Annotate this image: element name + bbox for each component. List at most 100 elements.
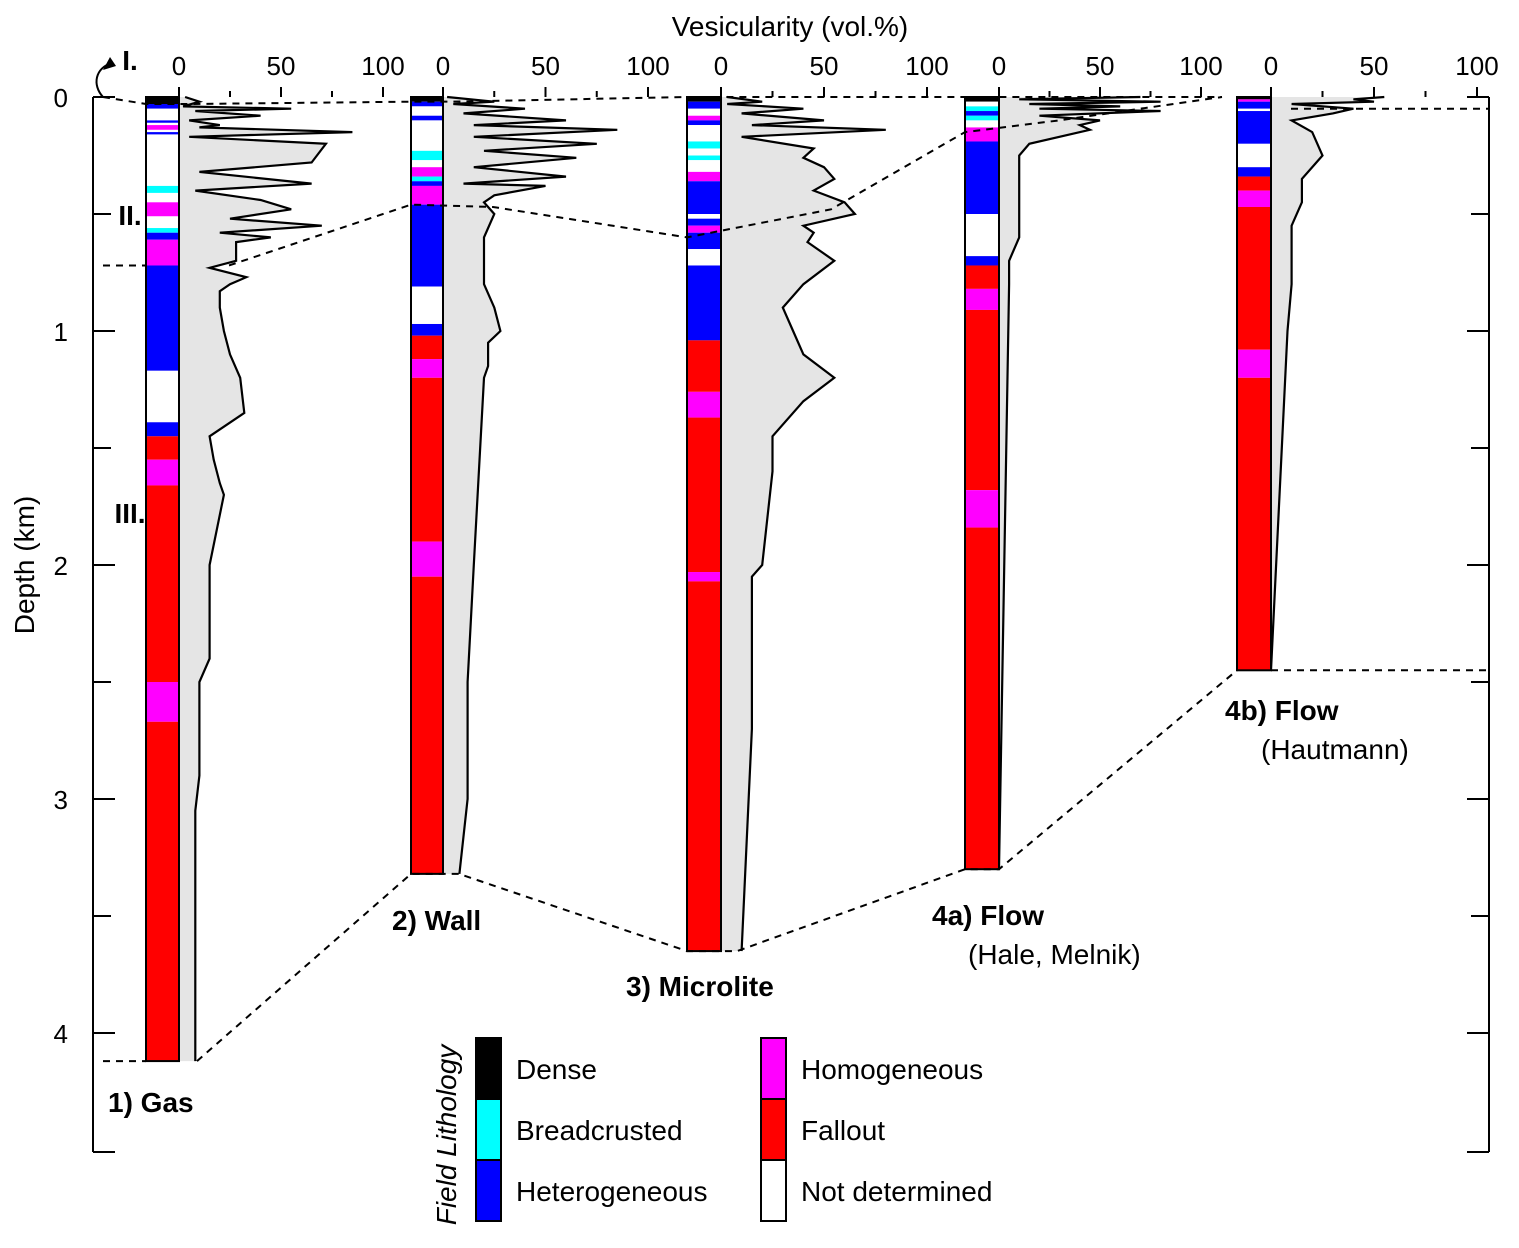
lithology-band-heterogeneous: [146, 265, 179, 371]
y-axis-title: Depth (km): [9, 496, 40, 634]
column-outline: [964, 96, 1000, 871]
lithology-band-fallout: [411, 377, 443, 542]
legend-swatch-heterogeneous: [475, 1159, 502, 1222]
lithology-band-heterogeneous: [146, 120, 179, 123]
column-outline: [145, 96, 180, 1063]
lithology-band-heterogeneous: [411, 181, 443, 186]
lithology-band-heterogeneous: [965, 111, 999, 116]
legend-label-homogeneous: Homogeneous: [801, 1054, 983, 1085]
x-tick-label: 0: [172, 51, 186, 81]
zone-I-arrowhead: [103, 57, 116, 70]
lithology-band-fallout: [687, 340, 721, 392]
strat-column-4: 0 50 100: [964, 51, 1223, 871]
lithology-band-heterogeneous: [146, 422, 179, 437]
lithology-band-not_determined: [411, 160, 443, 168]
lithology-band-not_determined: [1237, 108, 1271, 112]
lithology-band-homogeneous: [687, 171, 721, 182]
lithology-band-homogeneous: [146, 682, 179, 722]
x-tick-label: 0: [436, 51, 450, 81]
lithology-band-homogeneous: [965, 490, 999, 528]
lithology-band-not_determined: [146, 370, 179, 423]
strat-column-2: 0 50 100: [410, 51, 670, 875]
series-sublabel: (Hale, Melnik): [968, 939, 1141, 970]
chart-labels: Vesicularity (vol.%) Depth (km) 1) Gas 2)…: [9, 11, 1409, 1118]
lithology-band-not_determined: [965, 120, 999, 128]
lithology-band-breadcrusted: [965, 115, 999, 121]
series-label: 1) Gas: [108, 1087, 194, 1118]
lithology-band-heterogeneous: [687, 181, 721, 214]
lithology-band-dense: [965, 97, 999, 102]
x-tick-label: 50: [1360, 51, 1389, 81]
vesicularity-area: [999, 97, 1161, 870]
y-tick-label: 2: [54, 551, 68, 581]
lithology-band-homogeneous: [687, 572, 721, 582]
lithology-band-dense: [411, 97, 443, 102]
lithology-band-dense: [1237, 97, 1271, 100]
strat-column-5: 0 50 100: [1236, 51, 1499, 672]
y-tick-label: 3: [54, 785, 68, 815]
lithology-band-heterogeneous: [1237, 101, 1271, 109]
strat-column-1: 0 50 100: [145, 51, 405, 1063]
lithology-band-not_determined: [411, 120, 443, 151]
vesicularity-line: [446, 95, 618, 875]
lithology-band-fallout: [1237, 206, 1271, 350]
correlation-base: [196, 669, 1238, 1062]
x-tick-label: 50: [810, 51, 839, 81]
lithology-band-heterogeneous: [146, 232, 179, 240]
legend-swatch-fallout: [760, 1098, 787, 1161]
legend-label-fallout: Fallout: [801, 1115, 885, 1146]
vesicularity-area: [179, 97, 353, 1062]
lithology-band-not_determined: [1237, 143, 1271, 168]
series-label: 2) Wall: [392, 905, 481, 936]
lithology-band-homogeneous: [411, 185, 443, 205]
vesicularity-line: [182, 95, 353, 1062]
zone-label: I.: [122, 45, 138, 76]
lithology-band-homogeneous: [687, 391, 721, 418]
lithology-band-homogeneous: [965, 288, 999, 310]
lithology-band-not_determined: [411, 106, 443, 116]
column-outline: [1236, 96, 1272, 672]
legend-swatch-not_determined: [760, 1159, 787, 1222]
chart-axes: 0 1 2 3 4: [54, 83, 1490, 1153]
lithology-band-heterogeneous: [1237, 111, 1271, 144]
lithology-band-heterogeneous: [687, 232, 721, 250]
lithology-band-fallout: [146, 436, 179, 460]
lithology-band-fallout: [687, 417, 721, 573]
zone-label: II.: [118, 200, 141, 231]
lithology-band-homogeneous: [146, 239, 179, 266]
vesicularity-line: [1269, 95, 1385, 671]
lithology-band-heterogeneous: [411, 204, 443, 287]
x-axis-title: Vesicularity (vol.%): [672, 11, 909, 42]
x-tick-label: 0: [992, 51, 1006, 81]
legend-title: Field Lithology: [431, 1043, 462, 1226]
lithology-band-breadcrusted: [411, 176, 443, 182]
lithology-band-breadcrusted: [687, 141, 721, 149]
lithology-band-not_determined: [687, 125, 721, 142]
vesicularity-line: [997, 95, 1161, 870]
zone-label: III.: [114, 498, 145, 529]
strat-column-3: 0 50 100: [686, 51, 949, 953]
lithology-band-breadcrusted: [146, 228, 179, 233]
lithology-band-not_determined: [146, 108, 179, 121]
x-tick-label: 100: [626, 51, 669, 81]
lithology-band-not_determined: [146, 216, 179, 229]
series-label: 3) Microlite: [626, 971, 774, 1002]
x-tick-label: 0: [1264, 51, 1278, 81]
lithology-band-not_determined: [687, 108, 721, 116]
vesicularity-area: [443, 97, 618, 874]
legend-label-breadcrusted: Breadcrusted: [516, 1115, 683, 1146]
lithology-band-breadcrusted: [146, 185, 179, 193]
x-tick-label: 50: [531, 51, 560, 81]
legend-swatch-breadcrusted: [475, 1098, 502, 1161]
correlation-zone-II: [228, 96, 1223, 267]
x-tick-label: 100: [1455, 51, 1498, 81]
lithology-band-homogeneous: [687, 225, 721, 233]
legend-label-not_determined: Not determined: [801, 1176, 992, 1207]
lithology-band-homogeneous: [411, 359, 443, 378]
y-tick-label: 1: [54, 317, 68, 347]
lithology-band-breadcrusted: [965, 106, 999, 112]
legend-label-heterogeneous: Heterogeneous: [516, 1176, 707, 1207]
x-tick-label: 0: [714, 51, 728, 81]
x-tick-label: 100: [905, 51, 948, 81]
